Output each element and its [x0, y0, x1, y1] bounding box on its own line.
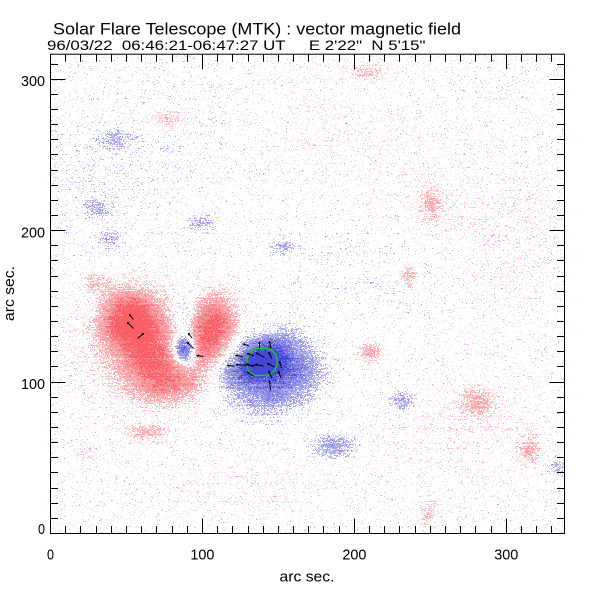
svg-text:200: 200 [342, 546, 366, 563]
svg-text:0: 0 [47, 546, 54, 563]
svg-text:arc sec.: arc sec. [280, 569, 335, 586]
svg-text:arc sec.: arc sec. [1, 266, 18, 321]
svg-text:300: 300 [494, 546, 518, 563]
svg-text:0: 0 [38, 521, 45, 538]
svg-text:Solar Flare Telescope (MTK) :: Solar Flare Telescope (MTK) : vector mag… [53, 19, 461, 38]
svg-text:96/03/22 06:46:21-06:47:27 UT: 96/03/22 06:46:21-06:47:27 UT E 2'22" N … [47, 38, 426, 53]
svg-text:300: 300 [21, 73, 45, 90]
svg-text:100: 100 [21, 376, 45, 393]
svg-text:100: 100 [190, 546, 214, 563]
svg-text:200: 200 [21, 224, 45, 241]
